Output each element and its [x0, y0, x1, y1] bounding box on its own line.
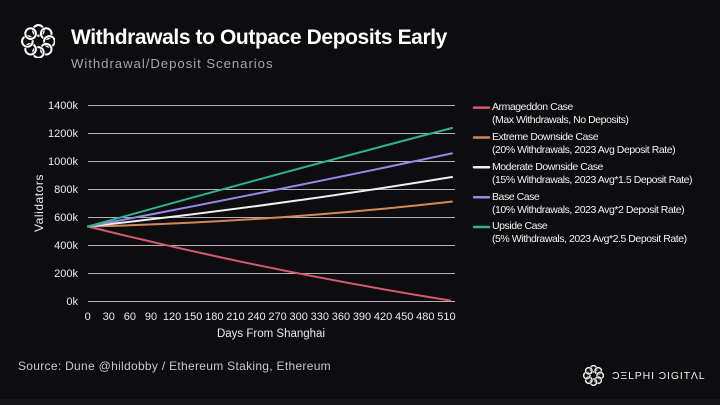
svg-text:400k: 400k: [54, 240, 78, 252]
svg-text:0: 0: [85, 311, 91, 323]
svg-text:390: 390: [353, 311, 371, 323]
svg-text:1400k: 1400k: [48, 100, 78, 112]
svg-text:Validators: Validators: [32, 174, 46, 232]
svg-text:150: 150: [184, 311, 202, 323]
svg-text:90: 90: [145, 311, 157, 323]
svg-text:450: 450: [395, 311, 413, 323]
svg-text:600k: 600k: [54, 212, 78, 224]
svg-text:480: 480: [416, 311, 434, 323]
svg-text:Days From Shanghai: Days From Shanghai: [217, 328, 325, 340]
svg-text:420: 420: [374, 311, 392, 323]
svg-text:200k: 200k: [54, 268, 78, 280]
svg-text:120: 120: [163, 311, 181, 323]
svg-text:300: 300: [290, 311, 308, 323]
svg-text:240: 240: [247, 311, 265, 323]
svg-text:800k: 800k: [54, 184, 78, 196]
svg-text:330: 330: [311, 311, 329, 323]
svg-text:210: 210: [226, 311, 244, 323]
svg-text:360: 360: [332, 311, 350, 323]
svg-text:60: 60: [124, 311, 136, 323]
svg-text:1200k: 1200k: [48, 128, 78, 140]
svg-text:30: 30: [103, 311, 115, 323]
svg-text:270: 270: [268, 311, 286, 323]
svg-text:180: 180: [205, 311, 223, 323]
svg-text:0k: 0k: [66, 296, 78, 308]
svg-text:510: 510: [437, 311, 455, 323]
svg-text:1000k: 1000k: [48, 156, 78, 168]
